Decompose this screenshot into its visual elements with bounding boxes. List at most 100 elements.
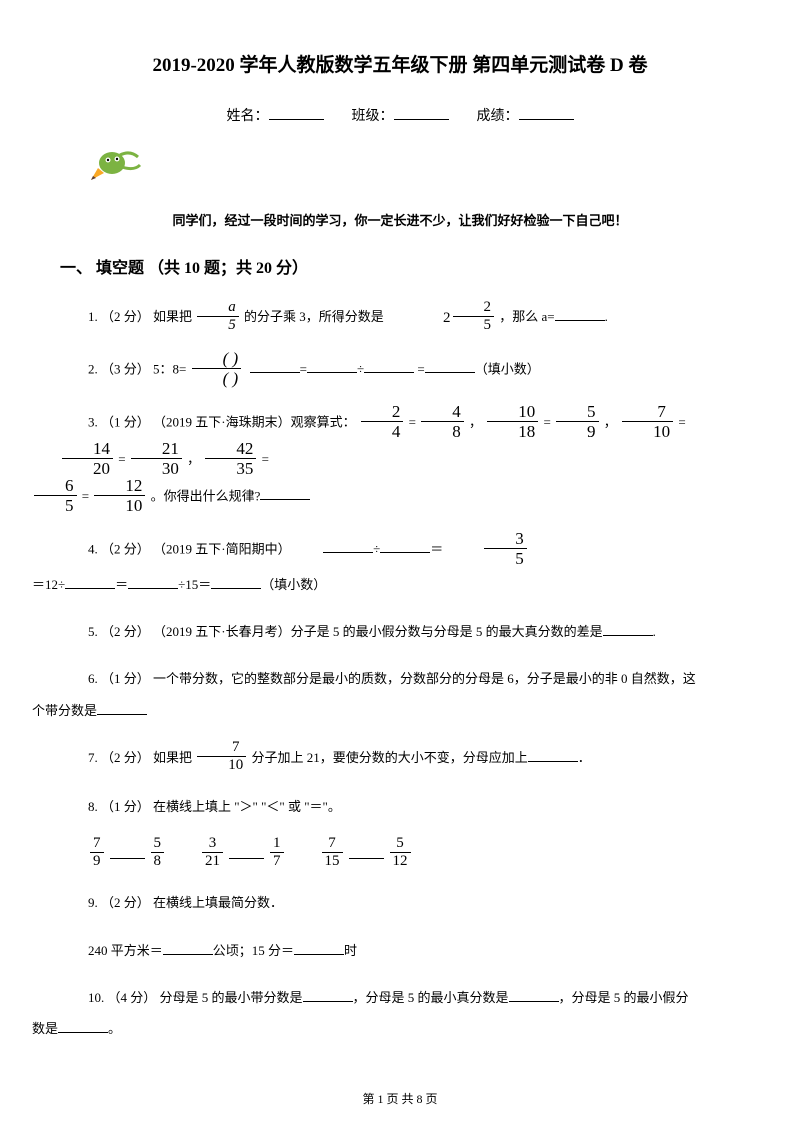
page-title: 2019-2020 学年人教版数学五年级下册 第四单元测试卷 D 卷 — [60, 50, 740, 77]
q1-suffix: . — [605, 309, 608, 324]
pencil-icon — [90, 145, 740, 195]
question-9: 9. （2 分） 在横线上填最简分数． — [60, 887, 740, 918]
q2-eq2: = — [414, 361, 425, 376]
q3-f8: 4235 — [205, 440, 256, 477]
q6-line2: 个带分数是 — [32, 703, 97, 718]
student-info-line: 姓名： 班级： 成绩： — [60, 105, 740, 125]
question-4: 4. （2 分） （2019 五下·简阳期中） ÷＝ 35 ＝12÷＝÷15＝（… — [60, 532, 740, 600]
q9-l2c: 时 — [344, 943, 357, 958]
q3-f6: 1420 — [62, 440, 113, 477]
name-label: 姓名： — [227, 109, 269, 124]
q3-blank[interactable] — [260, 486, 310, 500]
q2-prefix: 2. （3 分） 5：8= — [88, 361, 190, 376]
score-blank[interactable] — [519, 106, 574, 120]
question-10: 10. （4 分） 分母是 5 的最小带分数是 ，分母是 5 的最小真分数是 ，分母… — [60, 982, 740, 1044]
q8-f2: 58 — [151, 836, 165, 869]
q9-l2b: 公顷；15 分＝ — [213, 943, 294, 958]
page-footer: 第 1 页 共 8 页 — [0, 1090, 800, 1107]
score-label: 成绩： — [477, 109, 519, 124]
q5-text: 5. （2 分） （2019 五下·长春月考）分子是 5 的最小假分数与分母是 … — [88, 624, 603, 639]
q4-blank-1[interactable] — [323, 539, 373, 553]
question-1: 1. （2 分） 如果把 a5 的分子乘 3，所得分数是 225 ，那么 a=. — [60, 300, 740, 336]
q4-frac: 35 — [484, 530, 527, 567]
q10-blank-2[interactable] — [509, 988, 559, 1002]
q10-mid2: ，分母是 5 的最小假分 — [559, 990, 689, 1005]
q1-mid1: 的分子乘 3，所得分数是 — [244, 309, 387, 324]
q7-prefix: 7. （2 分） 如果把 — [88, 750, 195, 765]
q5-suffix: . — [653, 624, 656, 639]
q3-f1: 24 — [361, 403, 404, 440]
question-8: 8. （1 分） 在横线上填上 "＞" "＜" 或 "＝"。 — [60, 791, 740, 822]
question-6: 6. （1 分） 一个带分数，它的整数部分是最小的质数，分数部分的分母是 6，分… — [60, 663, 740, 725]
q1-frac-1: a5 — [197, 300, 239, 333]
q2-frac: ( )( ) — [192, 350, 242, 387]
question-3: 3. （1 分） （2019 五下·海珠期末）观察算式： 24 = 48 ， 1… — [60, 405, 740, 516]
q10-blank-3[interactable] — [58, 1019, 108, 1033]
q9-blank-1[interactable] — [163, 941, 213, 955]
q5-blank[interactable] — [603, 622, 653, 636]
q2-blank-3[interactable] — [364, 359, 414, 373]
q3-suffix: 。你得出什么规律? — [151, 488, 261, 503]
q8-f5: 715 — [322, 836, 343, 869]
q8-blank-3[interactable] — [349, 845, 384, 859]
q2-blank-2[interactable] — [307, 359, 357, 373]
q1-mixed: 225 — [387, 300, 496, 336]
q8-text: 8. （1 分） 在横线上填上 "＞" "＜" 或 "＝"。 — [88, 799, 341, 814]
q8-blank-1[interactable] — [110, 845, 145, 859]
q8-blank-2[interactable] — [229, 845, 264, 859]
q6-blank[interactable] — [97, 701, 147, 715]
q10-prefix: 10. （4 分） 分母是 5 的最小带分数是 — [88, 990, 303, 1005]
q9-text: 9. （2 分） 在横线上填最简分数． — [88, 895, 283, 910]
class-blank[interactable] — [394, 106, 449, 120]
q8-f6: 512 — [390, 836, 411, 869]
q8-f4: 17 — [270, 836, 284, 869]
encourage-text: 同学们，经过一段时间的学习，你一定长进不少，让我们好好检验一下自己吧！ — [60, 210, 740, 229]
q4-l2-suffix: （填小数） — [261, 577, 326, 592]
question-7: 7. （2 分） 如果把 710 分子加上 21，要使分数的大小不变，分母应加上… — [60, 742, 740, 776]
q2-div: ÷ — [357, 361, 364, 376]
class-label: 班级： — [352, 109, 394, 124]
q4-blank-4[interactable] — [128, 575, 178, 589]
q9-blank-2[interactable] — [294, 941, 344, 955]
q2-eq1: = — [300, 361, 307, 376]
q8-f1: 79 — [90, 836, 104, 869]
q2-blank-4[interactable] — [425, 359, 475, 373]
q1-prefix: 1. （2 分） 如果把 — [88, 309, 195, 324]
q3-f10: 1210 — [94, 477, 145, 514]
q4-prefix: 4. （2 分） （2019 五下·简阳期中） — [88, 541, 291, 556]
name-blank[interactable] — [269, 106, 324, 120]
q1-blank[interactable] — [555, 307, 605, 321]
q3-f3: 1018 — [487, 403, 538, 440]
q8-fracs-row: 79 58 321 17 715 512 — [88, 838, 740, 871]
q3-prefix: 3. （1 分） （2019 五下·海珠期末）观察算式： — [88, 414, 356, 429]
q3-f9: 65 — [34, 477, 77, 514]
question-2: 2. （3 分） 5：8= ( )( ) = ÷ = （填小数） — [60, 352, 740, 389]
q4-l2-prefix: ＝12÷ — [32, 577, 65, 592]
q10-blank-1[interactable] — [303, 988, 353, 1002]
q3-f7: 2130 — [131, 440, 182, 477]
q3-f2: 48 — [421, 403, 464, 440]
section-1-title: 一、 填空题 （共 10 题；共 20 分） — [60, 254, 740, 278]
q3-f5: 710 — [622, 403, 673, 440]
q4-l2-eq1: ＝ — [115, 577, 128, 592]
q6-text: 6. （1 分） 一个带分数，它的整数部分是最小的质数，分数部分的分母是 6，分… — [88, 671, 696, 686]
q10-suffix: 。 — [108, 1021, 121, 1036]
q4-l2-mid2: ÷15＝ — [178, 577, 211, 592]
q3-f4: 59 — [556, 403, 599, 440]
q2-suffix: （填小数） — [475, 361, 540, 376]
q4-blank-5[interactable] — [211, 575, 261, 589]
q2-blank-1[interactable] — [250, 359, 300, 373]
q4-blank-2[interactable] — [380, 539, 430, 553]
q7-suffix: ． — [578, 750, 591, 765]
q9-l2a: 240 平方米＝ — [88, 943, 163, 958]
q4-div: ÷ — [373, 541, 380, 556]
q7-mid: 分子加上 21，要使分数的大小不变，分母应加上 — [252, 750, 528, 765]
q7-frac: 710 — [197, 740, 246, 773]
q10-line2: 数是 — [32, 1021, 58, 1036]
q7-blank[interactable] — [528, 748, 578, 762]
question-9-line2: 240 平方米＝ 公顷；15 分＝ 时 — [60, 935, 740, 966]
q10-mid1: ，分母是 5 的最小真分数是 — [353, 990, 509, 1005]
q1-mid2: ，那么 a= — [499, 309, 554, 324]
q8-f3: 321 — [202, 836, 223, 869]
q4-blank-3[interactable] — [65, 575, 115, 589]
